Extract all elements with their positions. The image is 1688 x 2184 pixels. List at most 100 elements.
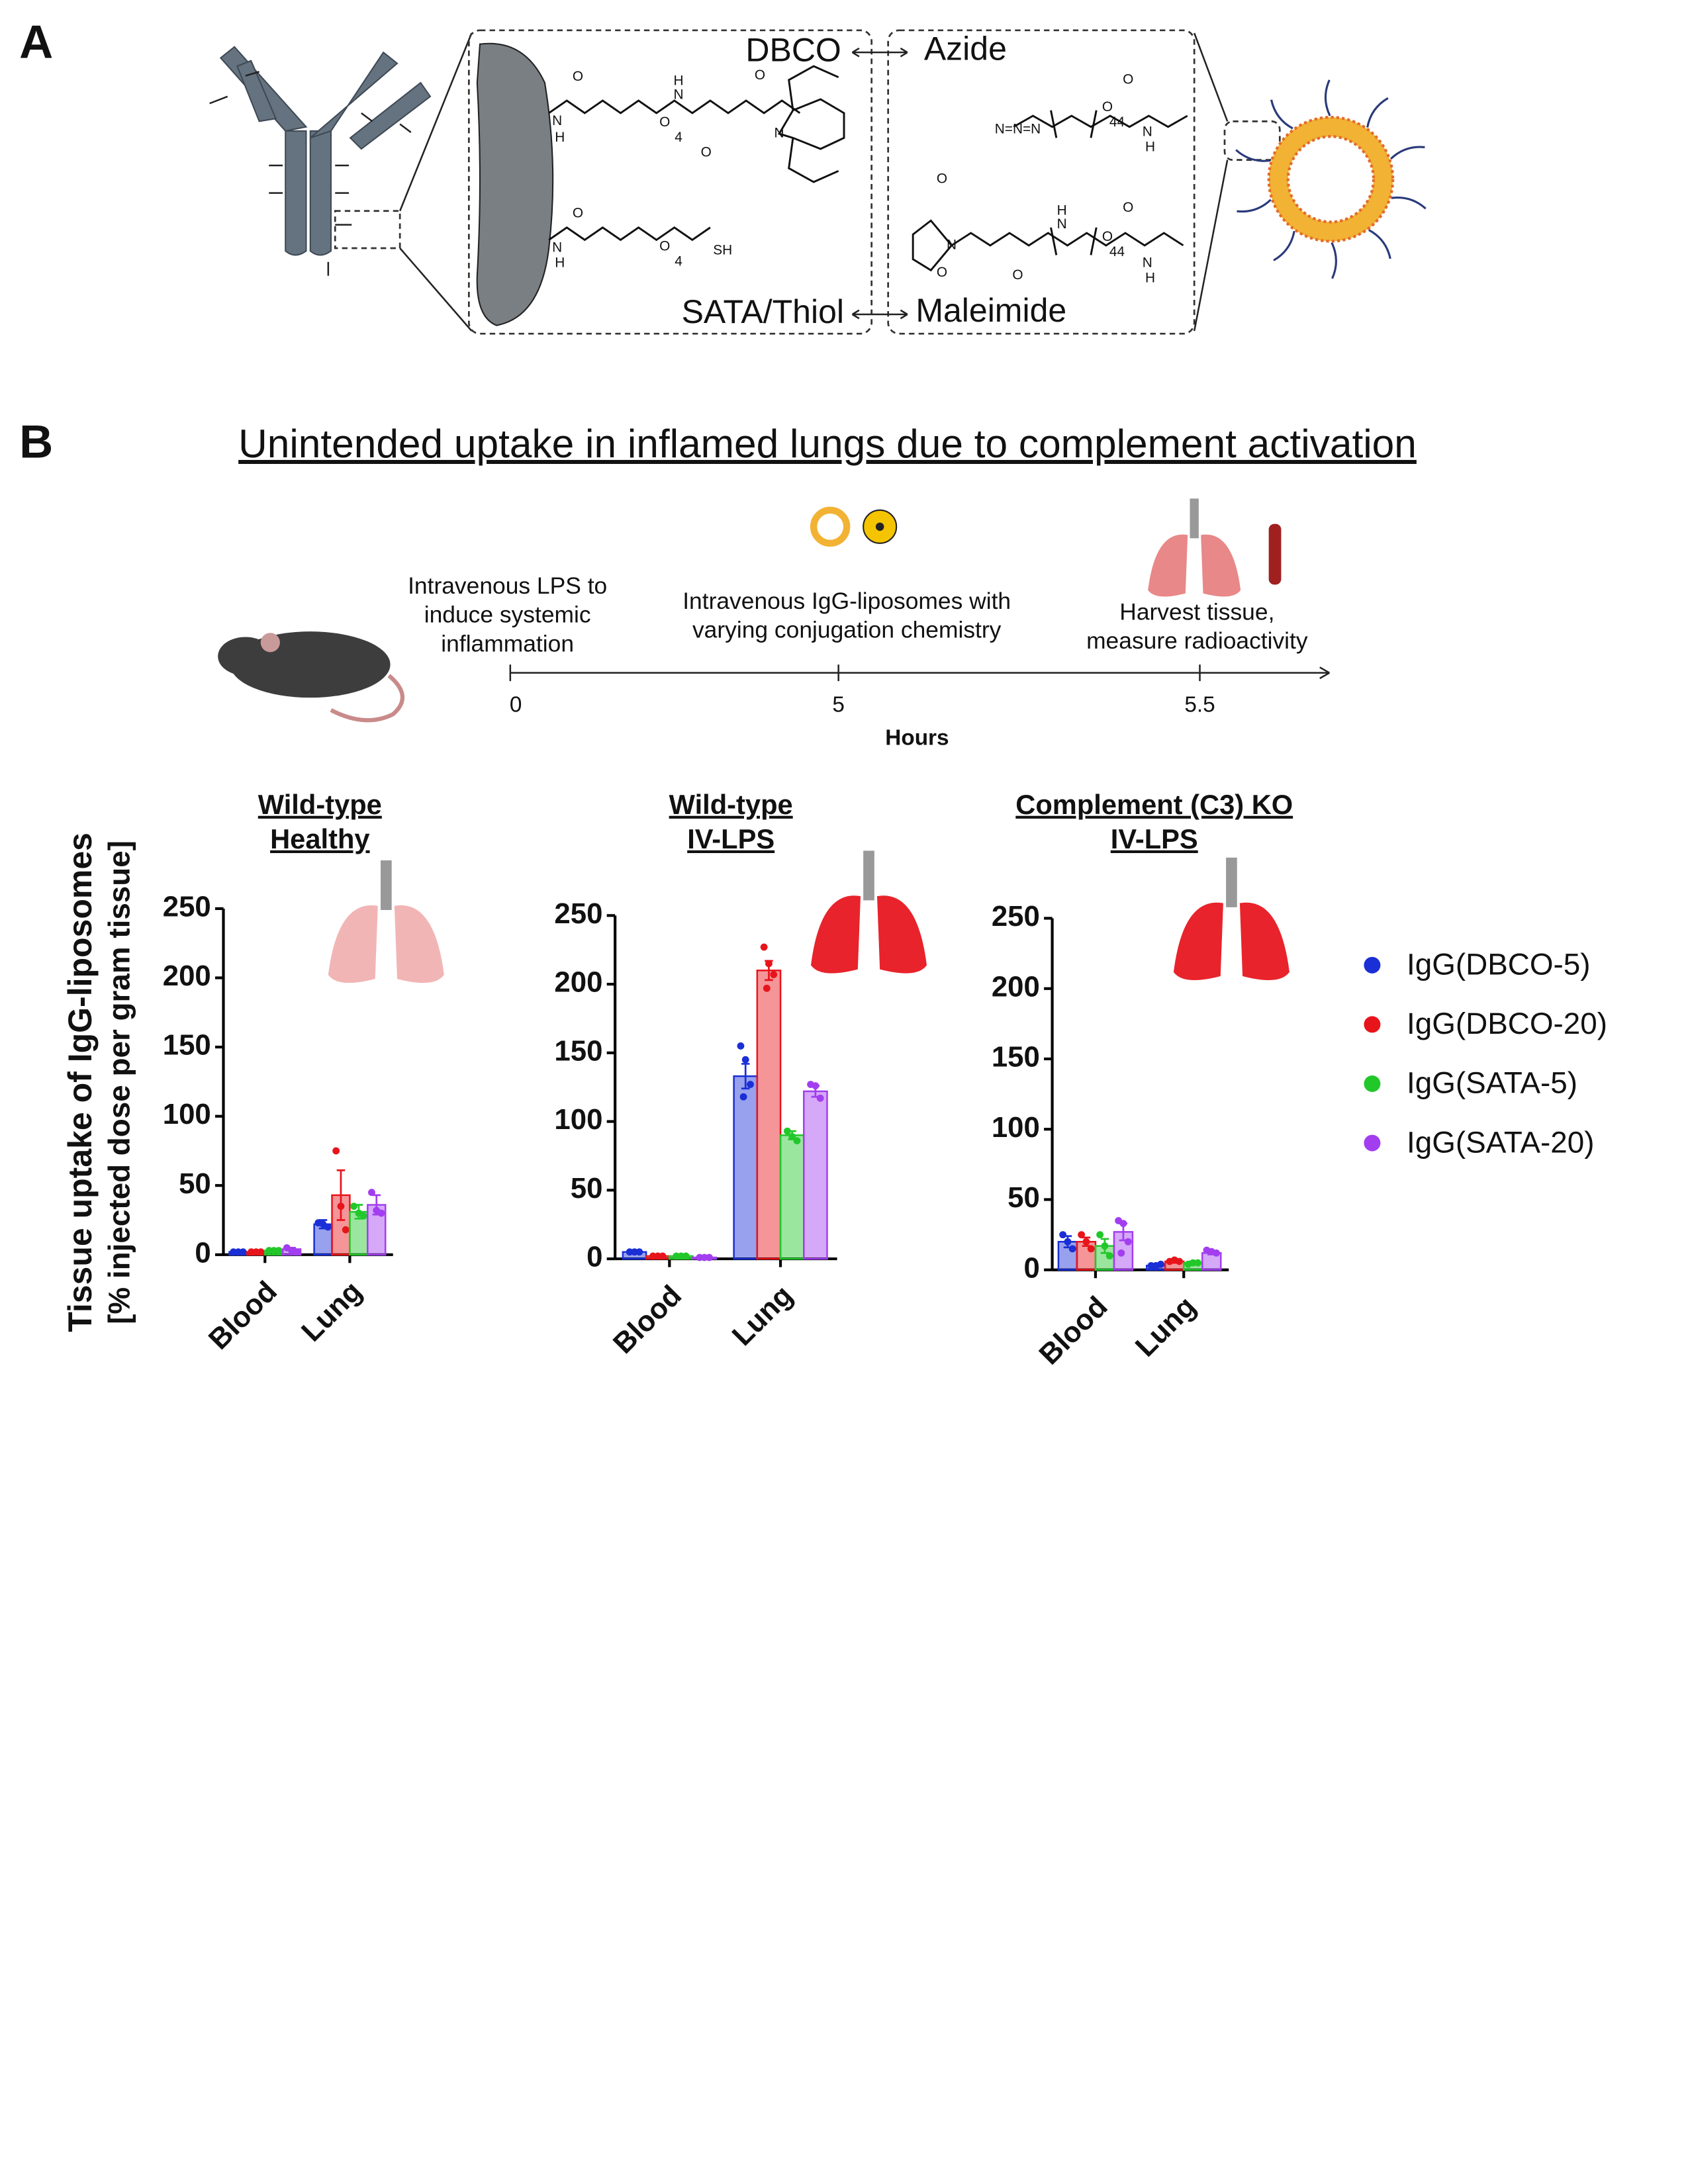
legend-marker bbox=[1364, 1016, 1381, 1033]
x-tick-label: Lung bbox=[726, 1279, 799, 1352]
data-point bbox=[739, 1093, 747, 1101]
peg-chain bbox=[1273, 230, 1295, 261]
peg-chain bbox=[1331, 242, 1337, 279]
zoom-line bbox=[399, 32, 473, 212]
y-axis-title: Tissue uptake of IgG-liposomes bbox=[62, 833, 99, 1332]
chem-label: O bbox=[573, 205, 583, 220]
y-tick-label: 150 bbox=[992, 1041, 1040, 1073]
y-tick-label: 50 bbox=[571, 1172, 603, 1205]
chem-label: O bbox=[659, 238, 670, 253]
timeline-step-text: measure radioactivity bbox=[1086, 627, 1308, 654]
data-point bbox=[1213, 1249, 1220, 1257]
chem-label: H bbox=[555, 130, 565, 145]
antibody-arm bbox=[349, 81, 432, 150]
timeline-step-text: induce systemic bbox=[424, 602, 591, 628]
mouse-tail bbox=[330, 674, 405, 723]
bond bbox=[548, 226, 711, 242]
data-point bbox=[1157, 1260, 1164, 1268]
data-point bbox=[816, 1094, 824, 1102]
timeline-step-text: inflammation bbox=[441, 630, 574, 657]
chem-label: 4 bbox=[675, 253, 682, 269]
bond bbox=[1013, 114, 1188, 128]
lung-illustration-trachea bbox=[863, 850, 874, 901]
timeline-step-text: Intravenous IgG-liposomes with bbox=[682, 588, 1011, 614]
data-point bbox=[350, 1203, 357, 1210]
chem-label: 44 bbox=[1109, 244, 1125, 259]
data-point bbox=[783, 1127, 791, 1135]
chem-label: O bbox=[1012, 267, 1023, 283]
radiation-core bbox=[875, 522, 884, 531]
x-tick-label: Lung bbox=[295, 1275, 368, 1347]
timeline-axis-label: Hours bbox=[885, 725, 949, 750]
panel-label: A bbox=[19, 16, 53, 68]
chemistry-box bbox=[887, 29, 1196, 335]
chem-label: O bbox=[937, 265, 947, 280]
data-point bbox=[1101, 1242, 1109, 1250]
legend-label: IgG(DBCO-5) bbox=[1407, 948, 1591, 981]
data-point bbox=[770, 971, 778, 978]
reaction-label: Azide bbox=[924, 30, 1007, 67]
data-point bbox=[1096, 1231, 1104, 1239]
data-point bbox=[1059, 1231, 1067, 1239]
data-point bbox=[332, 1147, 340, 1155]
chem-label: O bbox=[1102, 99, 1113, 114]
x-tick-label: Blood bbox=[203, 1275, 283, 1355]
y-tick-label: 100 bbox=[163, 1098, 211, 1130]
data-point bbox=[741, 1056, 749, 1064]
timeline-step-text: Harvest tissue, bbox=[1119, 598, 1274, 625]
chem-label: 4 bbox=[675, 130, 682, 145]
lung-icon bbox=[1201, 534, 1241, 597]
data-point bbox=[1105, 1252, 1113, 1259]
blood-tube bbox=[1268, 523, 1282, 585]
legend-label: IgG(DBCO-20) bbox=[1407, 1007, 1607, 1040]
data-point bbox=[1194, 1259, 1201, 1267]
reaction-label: Maleimide bbox=[915, 292, 1066, 329]
data-point bbox=[337, 1203, 345, 1210]
chem-label: H bbox=[555, 255, 565, 270]
lung-illustration bbox=[1239, 902, 1289, 981]
timeline-step-text: varying conjugation chemistry bbox=[692, 617, 1002, 643]
chem-label: O bbox=[573, 69, 583, 84]
y-tick-label: 200 bbox=[554, 966, 602, 999]
chem-label: H bbox=[1145, 139, 1155, 154]
peg-chain bbox=[1324, 79, 1331, 116]
reaction-label: DBCO bbox=[745, 31, 841, 68]
data-point bbox=[812, 1082, 820, 1090]
timeline-tick-label: 5 bbox=[832, 692, 845, 717]
bracket bbox=[1050, 110, 1058, 138]
bar bbox=[756, 970, 782, 1260]
data-point bbox=[1082, 1238, 1090, 1246]
chem-label: SH bbox=[713, 243, 732, 258]
data-point bbox=[760, 943, 768, 951]
x-tick-label: Blood bbox=[1033, 1290, 1113, 1371]
zoom-box bbox=[1223, 120, 1281, 161]
chem-label: O bbox=[1102, 229, 1113, 244]
mouse-head bbox=[218, 637, 273, 676]
lung-illustration bbox=[877, 895, 927, 974]
data-point bbox=[1124, 1238, 1132, 1246]
zoom-line bbox=[399, 248, 473, 332]
antibody-detail bbox=[209, 95, 228, 105]
antibody-detail bbox=[245, 71, 260, 77]
chem-label: N bbox=[1143, 124, 1152, 140]
chem-label: N bbox=[1143, 255, 1152, 270]
chem-label: H bbox=[1057, 203, 1067, 218]
panel-label: B bbox=[19, 416, 53, 469]
y-tick-label: 0 bbox=[586, 1241, 602, 1273]
lung-illustration bbox=[1173, 902, 1223, 981]
data-point bbox=[788, 1132, 796, 1140]
chem-label: O bbox=[659, 114, 670, 130]
bracket bbox=[1050, 227, 1058, 255]
chem-label: O bbox=[937, 171, 947, 186]
double-arrow bbox=[851, 309, 908, 320]
y-tick-label: 250 bbox=[554, 897, 602, 930]
bracket bbox=[1090, 110, 1098, 138]
chem-label: N bbox=[673, 87, 683, 102]
data-point bbox=[793, 1137, 801, 1145]
lung-illustration-trachea bbox=[381, 860, 392, 910]
bar bbox=[779, 1134, 805, 1260]
zoom-line bbox=[1193, 159, 1229, 332]
timeline-step-text: Intravenous LPS to bbox=[408, 572, 607, 599]
